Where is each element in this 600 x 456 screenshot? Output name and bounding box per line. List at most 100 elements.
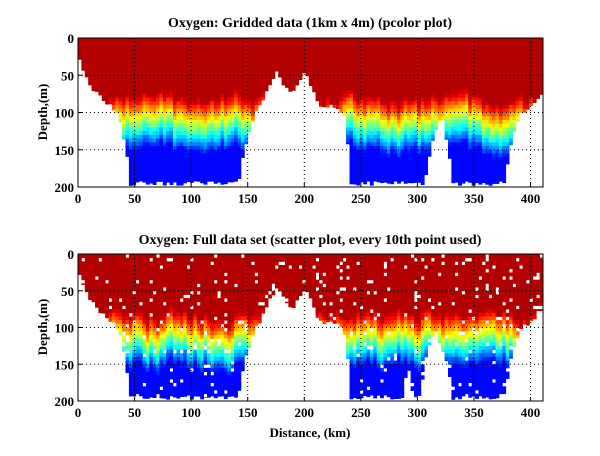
- data-cell: [156, 168, 160, 172]
- data-cell: [231, 180, 235, 183]
- data-cell: [143, 328, 147, 332]
- data-cell: [163, 90, 167, 94]
- data-cell: [465, 83, 469, 87]
- data-cell: [492, 142, 496, 146]
- data-cell: [373, 161, 377, 165]
- data-cell: [390, 57, 394, 61]
- data-cell: [136, 168, 140, 172]
- data-cell: [231, 105, 235, 109]
- data-cell: [129, 302, 133, 306]
- data-cell: [367, 79, 371, 83]
- x-tick-label: 200: [295, 191, 315, 206]
- data-cell: [384, 180, 388, 183]
- data-cell: [92, 64, 96, 68]
- data-cell: [343, 53, 347, 57]
- data-cell: [384, 83, 388, 87]
- data-cell: [146, 294, 150, 298]
- data-cell: [156, 291, 160, 295]
- data-cell: [176, 254, 180, 258]
- data-cell: [451, 98, 455, 102]
- data-cell: [377, 142, 381, 146]
- data-cell: [193, 142, 197, 146]
- data-cell: [343, 57, 347, 61]
- data-cell: [292, 83, 296, 87]
- data-cell: [136, 261, 140, 265]
- data-cell: [265, 57, 269, 61]
- data-cell: [129, 113, 133, 117]
- data-cell: [448, 127, 452, 131]
- data-cell: [353, 135, 357, 139]
- data-cell: [363, 86, 367, 90]
- data-cell: [183, 272, 187, 276]
- data-cell: [224, 57, 228, 61]
- data-cell: [109, 38, 113, 42]
- data-cell: [149, 294, 153, 298]
- data-cell: [377, 150, 381, 154]
- data-cell: [346, 139, 350, 143]
- data-cell: [204, 101, 208, 105]
- data-cell: [536, 75, 540, 79]
- data-cell: [163, 342, 167, 346]
- data-cell: [187, 180, 191, 183]
- data-cell: [441, 83, 445, 87]
- data-cell: [136, 283, 140, 287]
- data-cell: [407, 124, 411, 128]
- data-cell: [380, 116, 384, 120]
- data-cell: [105, 60, 109, 64]
- data-cell: [122, 120, 126, 124]
- data-cell: [485, 68, 489, 72]
- data-cell: [173, 335, 177, 339]
- data-cell: [98, 276, 102, 280]
- data-cell: [404, 57, 408, 61]
- data-cell: [122, 272, 126, 276]
- data-cell: [499, 120, 503, 124]
- data-cell: [370, 79, 374, 83]
- data-cell: [309, 68, 313, 72]
- data-cell: [126, 113, 130, 117]
- data-cell: [139, 53, 143, 57]
- data-cell: [377, 94, 381, 98]
- data-cell: [170, 161, 174, 165]
- data-cell: [380, 101, 384, 105]
- data-cell: [462, 57, 466, 61]
- data-cell: [455, 176, 459, 180]
- data-cell: [394, 172, 398, 176]
- data-cell: [455, 86, 459, 90]
- data-cell: [529, 64, 533, 68]
- data-cell: [482, 142, 486, 146]
- data-cell: [513, 131, 517, 132]
- data-cell: [160, 150, 164, 154]
- data-cell: [353, 79, 357, 83]
- data-cell: [482, 83, 486, 87]
- data-cell: [136, 342, 140, 346]
- data-cell: [126, 298, 130, 302]
- data-cell: [231, 42, 235, 46]
- data-cell: [445, 38, 449, 42]
- data-cell: [176, 339, 180, 343]
- data-cell: [146, 394, 150, 398]
- data-cell: [156, 357, 160, 361]
- data-cell: [146, 131, 150, 135]
- data-cell: [329, 42, 333, 46]
- data-cell: [387, 75, 391, 79]
- data-cell: [231, 101, 235, 105]
- data-cell: [333, 60, 337, 64]
- data-cell: [163, 53, 167, 57]
- data-cell: [129, 372, 133, 376]
- data-cell: [166, 135, 170, 139]
- data-cell: [98, 57, 102, 61]
- data-cell: [499, 57, 503, 61]
- data-cell: [316, 64, 320, 68]
- data-cell: [407, 168, 411, 172]
- data-cell: [160, 68, 164, 72]
- data-cell: [139, 46, 143, 50]
- data-cell: [526, 46, 530, 50]
- data-cell: [367, 157, 371, 161]
- data-cell: [360, 86, 364, 90]
- data-cell: [292, 46, 296, 50]
- data-cell: [139, 49, 143, 53]
- data-cell: [485, 139, 489, 143]
- data-cell: [160, 75, 164, 79]
- data-cell: [146, 280, 150, 284]
- data-cell: [163, 320, 167, 324]
